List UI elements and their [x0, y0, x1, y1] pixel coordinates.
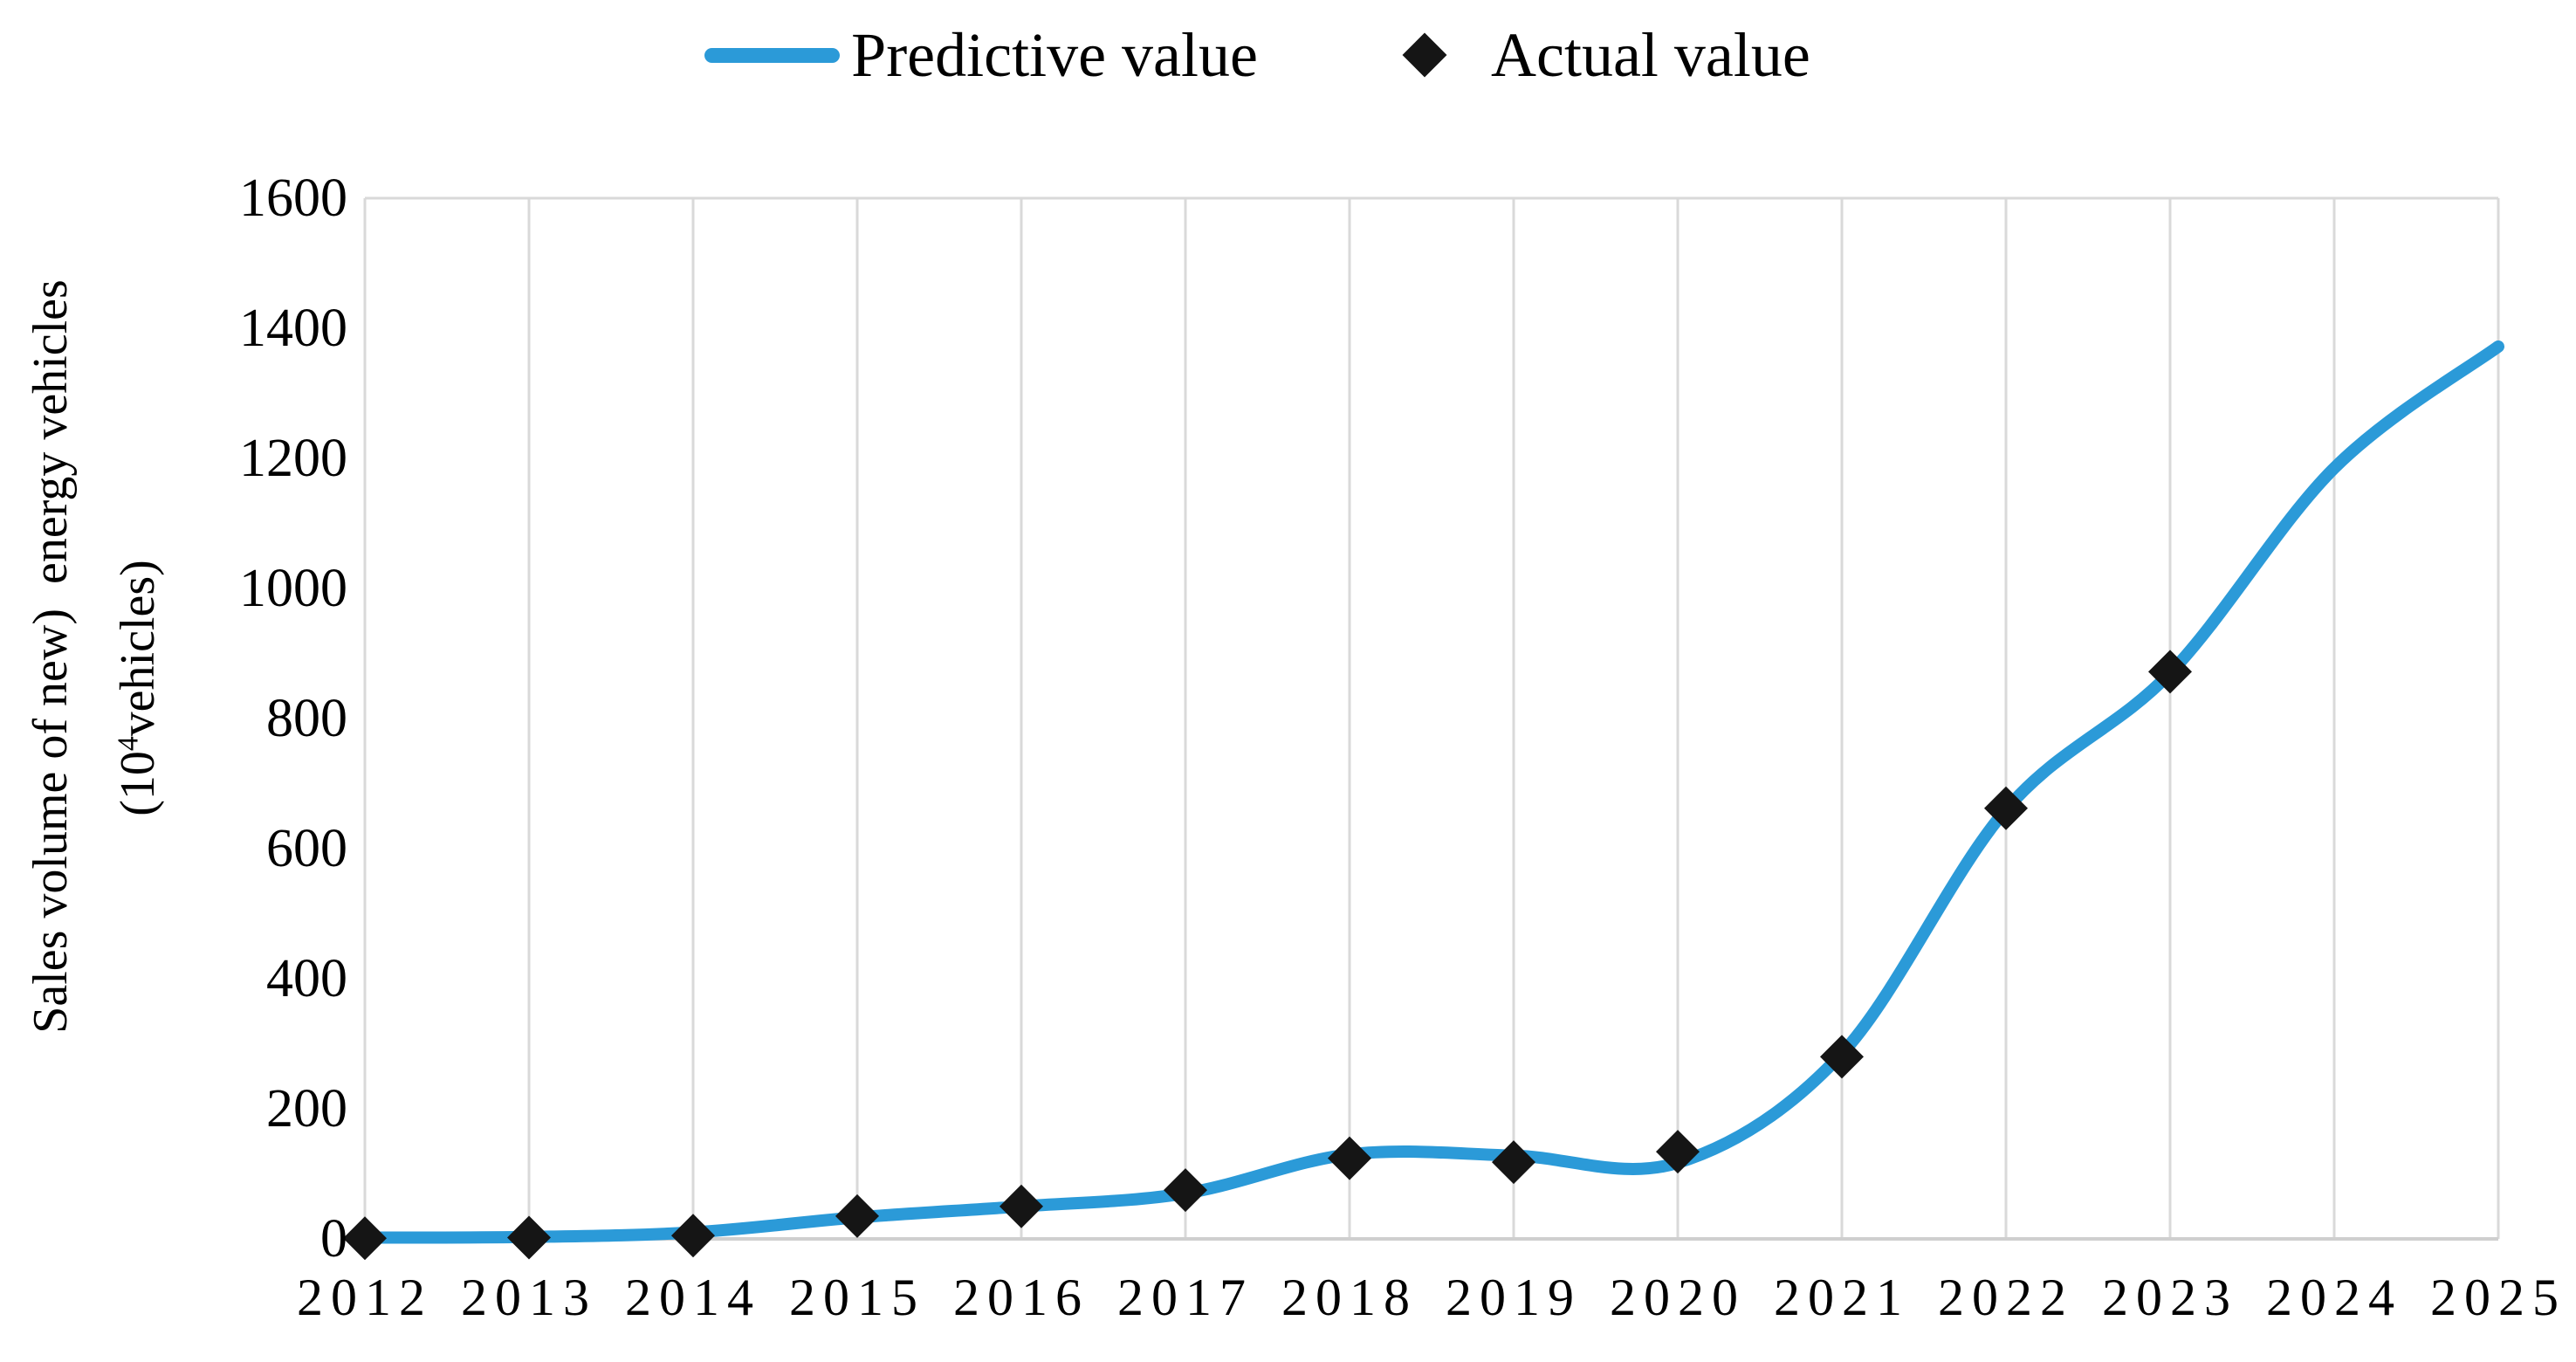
y-tick-label-0: 0: [320, 1209, 347, 1269]
y-tick-label-600: 600: [266, 819, 347, 878]
actual-marker-2019: [1492, 1140, 1535, 1185]
legend-item-predictive: Predictive value: [704, 24, 1258, 86]
y-tick-label-800: 800: [266, 689, 347, 748]
y-tick-label-200: 200: [266, 1079, 347, 1138]
x-tick-label-2020: 2020: [1610, 1269, 1746, 1326]
legend-item-actual: Actual value: [1402, 24, 1810, 86]
actual-marker-2020: [1656, 1130, 1700, 1174]
x-tick-label-2023: 2023: [2102, 1269, 2238, 1326]
actual-marker-2016: [999, 1184, 1043, 1228]
legend-line-swatch: [704, 47, 841, 63]
actual-marker-2023: [2148, 650, 2192, 694]
actual-marker-2012: [343, 1216, 387, 1261]
x-tick-label-2017: 2017: [1117, 1269, 1254, 1326]
x-tick-label-2019: 2019: [1446, 1269, 1582, 1326]
y-tick-label-1000: 1000: [239, 559, 347, 618]
actual-marker-2015: [835, 1193, 879, 1238]
x-tick-label-2015: 2015: [789, 1269, 925, 1326]
y-tick-label-1600: 1600: [239, 169, 347, 228]
y-tick-label-400: 400: [266, 949, 347, 1008]
x-tick-label-2025: 2025: [2430, 1269, 2566, 1326]
legend-label-actual: Actual value: [1490, 20, 1810, 90]
x-tick-label-2013: 2013: [461, 1269, 597, 1326]
chart-legend: Predictive value Actual value: [0, 7, 2545, 103]
predictive-line: [359, 340, 2504, 1244]
actual-marker-2013: [507, 1215, 551, 1260]
x-tick-label-2018: 2018: [1281, 1269, 1418, 1326]
x-tick-label-2014: 2014: [625, 1269, 761, 1326]
y-tick-label-1400: 1400: [239, 299, 347, 358]
actual-marker-2017: [1164, 1168, 1207, 1213]
x-tick-label-2021: 2021: [1774, 1269, 1910, 1326]
actual-marker-2018: [1328, 1136, 1371, 1180]
x-tick-label-2016: 2016: [953, 1269, 1089, 1326]
x-tick-label-2024: 2024: [2266, 1269, 2402, 1326]
actual-marker-2021: [1820, 1035, 1864, 1079]
y-tick-label-1200: 1200: [239, 429, 347, 488]
x-tick-label-2012: 2012: [297, 1269, 433, 1326]
legend-label-predictive: Predictive value: [851, 20, 1258, 90]
actual-marker-2022: [1984, 786, 2028, 830]
actual-marker-2014: [671, 1214, 715, 1258]
x-tick-label-2022: 2022: [1938, 1269, 2074, 1326]
